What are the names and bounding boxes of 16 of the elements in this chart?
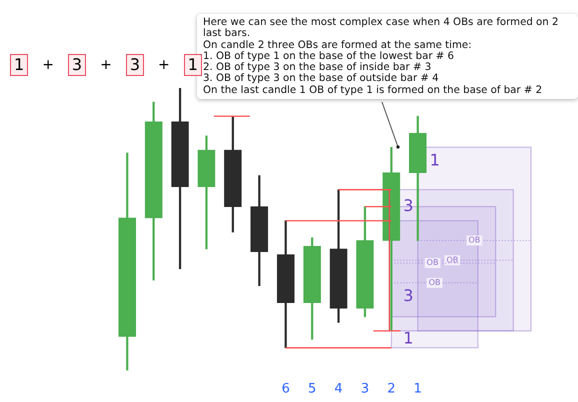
x-tick-label: 3 xyxy=(360,382,370,397)
ref-line-label: OB xyxy=(468,236,480,245)
x-tick-label: 4 xyxy=(334,382,343,397)
x-tick-label: 6 xyxy=(282,382,290,397)
annotation: Here we can see the most complex case when 4 OBs are formed on 2 last bars. On candle 2 three OBs are formed at the same time: 1. OB of type 1 on the base of the lowest bar # 6 2. OB of type 3 on the base of inside bar # 3 3. OB of type 3 on the base of outside bar # 4 On the last candle 1 OB of type 1 is formed on the base of bar # 2 xyxy=(197,14,578,100)
annotation: 3 xyxy=(403,196,414,215)
x-tick-label: 5 xyxy=(308,382,316,397)
text: 1 + 3 + 3 + 1 xyxy=(14,55,198,74)
annotation: 3 xyxy=(403,286,414,306)
ref-line-label: OB xyxy=(426,258,438,268)
annotation: 1 xyxy=(430,150,440,170)
annotation: 1 xyxy=(403,328,414,348)
ref-line-label: OB xyxy=(446,255,458,264)
x-tick-label: 1 xyxy=(414,382,422,397)
ref-line-label: OB xyxy=(428,278,441,287)
x-tick-label: 2 xyxy=(387,382,396,397)
